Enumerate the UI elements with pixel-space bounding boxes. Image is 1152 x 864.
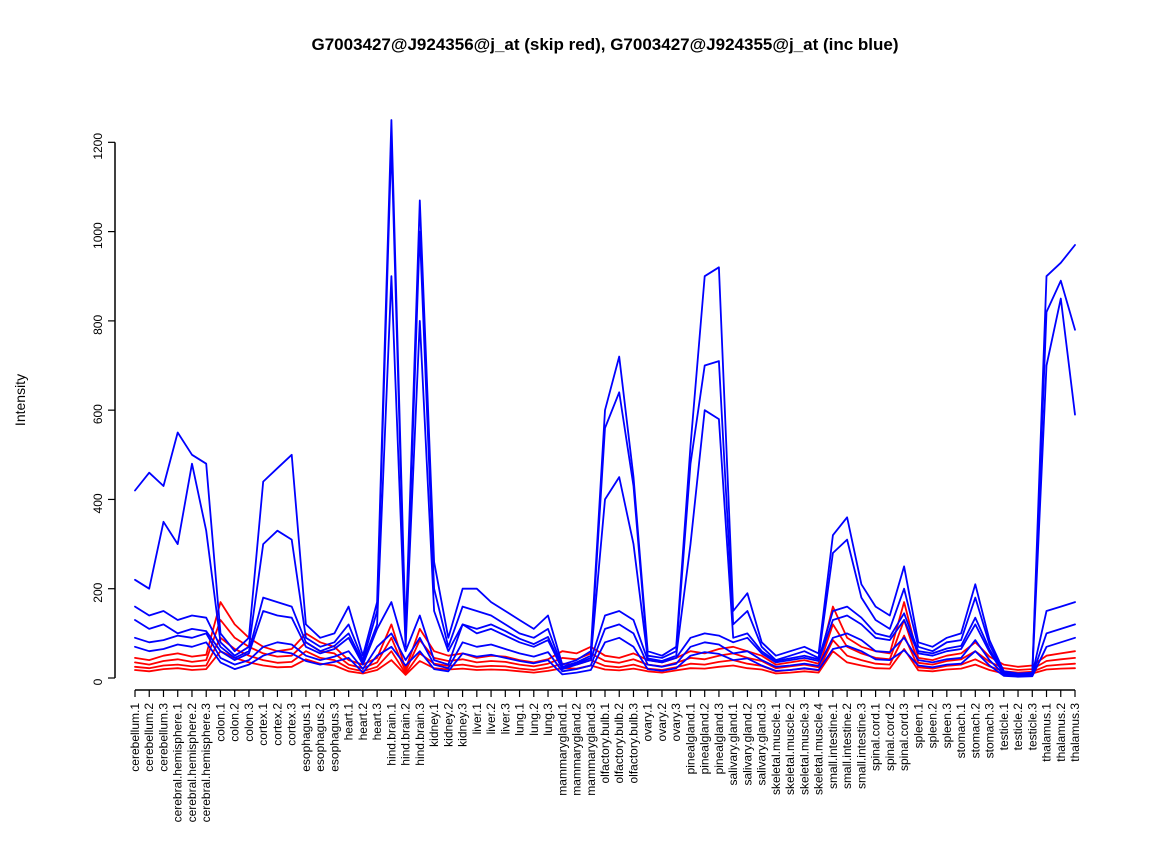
x-tick-label: esophagus.3 (327, 703, 341, 772)
x-tick-label: small.intestine.3 (854, 703, 868, 789)
x-tick-label: olfactory.bulb.3 (626, 703, 640, 784)
x-tick-label: liver.2 (484, 703, 498, 735)
x-tick-label: olfactory.bulb.2 (612, 703, 626, 784)
x-tick-label: testicle.1 (997, 703, 1011, 751)
x-tick-label: thalamus.3 (1068, 703, 1082, 762)
x-tick-label: colon.1 (213, 703, 227, 742)
x-tick-label: kidney.1 (427, 703, 441, 747)
x-tick-label: cerebral.hemisphere.3 (199, 703, 213, 823)
x-tick-label: small.intestine.2 (840, 703, 854, 789)
x-tick-label: cortex.1 (256, 703, 270, 746)
y-axis-title: Intensity (12, 374, 28, 426)
x-tick-label: small.intestine.1 (826, 703, 840, 789)
x-tick-label: spleen.1 (911, 703, 925, 749)
x-tick-label: cortex.3 (285, 703, 299, 746)
series-line-inc-blue-2 (134, 141, 1076, 676)
x-tick-label: stomach.1 (954, 703, 968, 759)
x-tick-label: pinealgland.3 (712, 703, 726, 775)
series-line-inc-blue-1 (134, 119, 1076, 675)
x-tick-label: cerebral.hemisphere.2 (185, 703, 199, 823)
y-tick-label: 400 (91, 493, 105, 513)
series-lines (134, 119, 1076, 678)
x-tick-label: lung.1 (513, 703, 527, 736)
series-line-inc-blue-6 (134, 636, 1076, 678)
x-tick-label: heart.1 (342, 703, 356, 741)
x-tick-label: ovary.1 (641, 703, 655, 742)
x-tick-label: stomach.2 (968, 703, 982, 759)
x-tick-label: thalamus.1 (1040, 703, 1054, 762)
y-tick-label: 800 (91, 315, 105, 335)
x-tick-label: spinal.cord.1 (869, 703, 883, 771)
x-tick-label: stomach.3 (983, 703, 997, 759)
x-tick-label: mammarygland.1 (555, 703, 569, 796)
series-line-skip-red-4 (134, 648, 1076, 676)
x-tick-label: colon.2 (228, 703, 242, 742)
y-tick-label: 1000 (91, 222, 105, 249)
x-tick-label: skeletal.muscle.1 (769, 703, 783, 795)
series-line-inc-blue-4 (134, 601, 1076, 677)
x-tick-label: hind.brain.3 (413, 703, 427, 766)
x-tick-label: testicle.2 (1011, 703, 1025, 751)
x-tick-label: colon.3 (242, 703, 256, 742)
x-tick-label: kidney.2 (441, 703, 455, 747)
x-tick-label: spinal.cord.3 (897, 703, 911, 771)
series-line-skip-red-3 (134, 634, 1076, 675)
chart-title: G7003427@J924356@j_at (skip red), G70034… (311, 35, 898, 54)
x-tick-label: salivary.gland.1 (726, 703, 740, 786)
x-tick-label: hind.brain.2 (399, 703, 413, 766)
y-tick-label: 0 (91, 678, 105, 685)
x-tick-label: mammarygland.3 (584, 703, 598, 796)
x-tick-label: skeletal.muscle.4 (812, 703, 826, 795)
x-tick-label: ovary.3 (669, 703, 683, 742)
x-tick-label: salivary.gland.3 (755, 703, 769, 786)
x-tick-label: spinal.cord.2 (883, 703, 897, 771)
x-tick-label: cerebral.hemisphere.1 (171, 703, 185, 823)
x-tick-label: cerebellum.2 (142, 703, 156, 772)
x-tick-label: lung.2 (527, 703, 541, 736)
x-tick-label: spleen.3 (940, 703, 954, 749)
x-tick-label: heart.2 (356, 703, 370, 741)
x-tick-label: skeletal.muscle.2 (783, 703, 797, 795)
x-tick-label: olfactory.bulb.1 (598, 703, 612, 784)
x-tick-label: pinealgland.2 (698, 703, 712, 775)
x-tick-label: heart.3 (370, 703, 384, 741)
y-tick-label: 200 (91, 582, 105, 602)
x-tick-label: cortex.2 (270, 703, 284, 746)
x-tick-label: mammarygland.2 (570, 703, 584, 796)
x-tick-label: liver.3 (498, 703, 512, 735)
x-tick-label: testicle.3 (1025, 703, 1039, 751)
x-tick-label: lung.3 (541, 703, 555, 736)
x-tick-label: cerebellum.1 (128, 703, 142, 772)
series-line-inc-blue-5 (134, 623, 1076, 677)
x-tick-label: thalamus.2 (1054, 703, 1068, 762)
series-line-skip-red-2 (134, 619, 1076, 673)
series-line-skip-red-1 (134, 601, 1076, 670)
x-tick-label: salivary.gland.2 (740, 703, 754, 786)
x-tick-label: ovary.2 (655, 703, 669, 742)
axes: cerebellum.1 cerebellum.2 cerebellum.3 cere… (91, 133, 1082, 823)
y-tick-label: 600 (91, 404, 105, 424)
x-tick-label: pinealgland.1 (683, 703, 697, 775)
y-tick-label: 1200 (91, 133, 105, 160)
x-tick-label: esophagus.2 (313, 703, 327, 772)
x-tick-label: hind.brain.1 (384, 703, 398, 766)
x-tick-label: cerebellum.3 (156, 703, 170, 772)
x-tick-label: spleen.2 (926, 703, 940, 749)
x-tick-label: skeletal.muscle.3 (797, 703, 811, 795)
x-tick-label: liver.1 (470, 703, 484, 735)
x-tick-label: esophagus.1 (299, 703, 313, 772)
x-tick-label: kidney.3 (456, 703, 470, 747)
